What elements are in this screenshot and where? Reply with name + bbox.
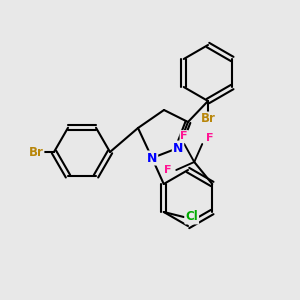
- Text: N: N: [173, 142, 183, 154]
- Text: Cl: Cl: [185, 211, 198, 224]
- Text: Br: Br: [28, 146, 44, 158]
- Text: F: F: [206, 133, 214, 143]
- Text: F: F: [164, 165, 172, 175]
- Text: F: F: [181, 131, 188, 141]
- Text: Br: Br: [201, 112, 215, 125]
- Text: N: N: [147, 152, 157, 164]
